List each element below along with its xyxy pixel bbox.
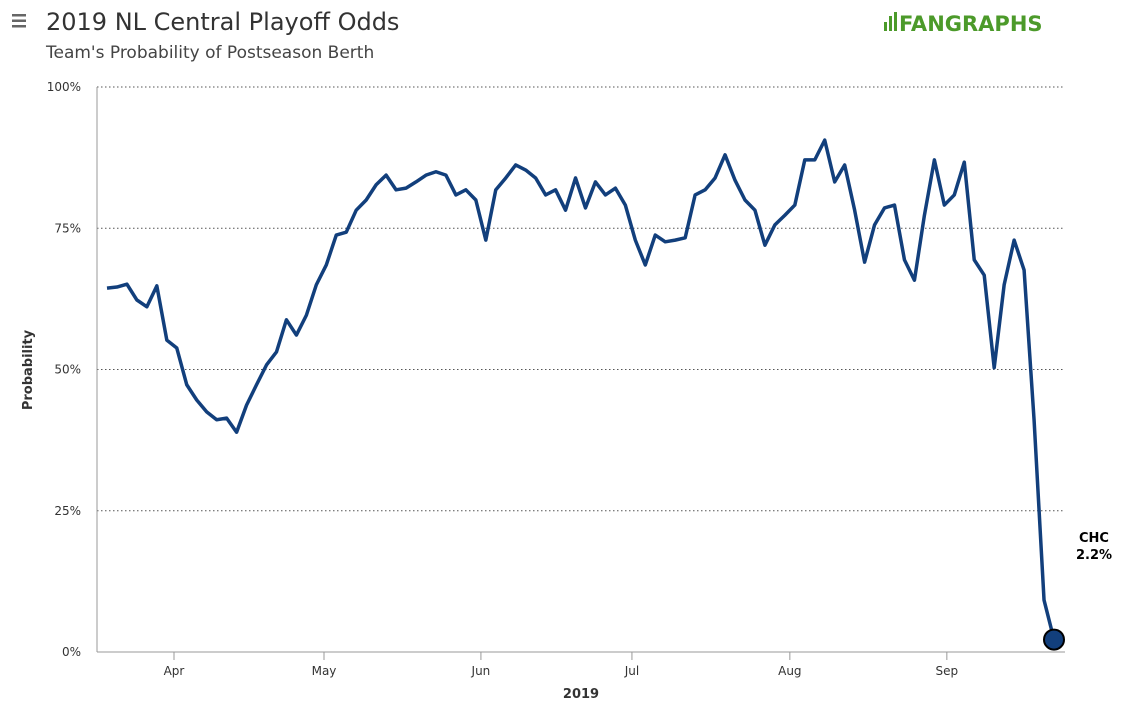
end-marker [1043, 628, 1065, 651]
x-tick-label: Jun [471, 664, 491, 678]
y-axis-label: Probability [21, 329, 36, 410]
y-tick-label: 100% [47, 80, 81, 94]
x-tick-label: Jul [624, 664, 639, 678]
line [106, 138, 1056, 640]
x-tick-label: Apr [164, 664, 185, 678]
x-tick-label: Sep [936, 664, 959, 678]
x-axis-label: 2019 [563, 687, 599, 702]
y-tick-label: 50% [54, 363, 81, 377]
chart-subtitle: Team's Probability of Postseason Berth [45, 43, 374, 63]
chart-title: 2019 NL Central Playoff Odds [46, 8, 399, 36]
menu-icon[interactable] [12, 14, 26, 28]
end-value-label: 2.2% [1076, 548, 1112, 563]
logo[interactable]: FANGRAPHS [899, 12, 1043, 36]
series-label: CHC [1079, 531, 1109, 546]
x-tick-label: May [312, 664, 337, 678]
logo-icon [884, 12, 897, 31]
y-tick-label: 25% [54, 504, 81, 518]
x-tick-label: Aug [778, 664, 801, 678]
y-tick-label: 0% [62, 645, 81, 659]
y-tick-label: 75% [54, 221, 81, 235]
